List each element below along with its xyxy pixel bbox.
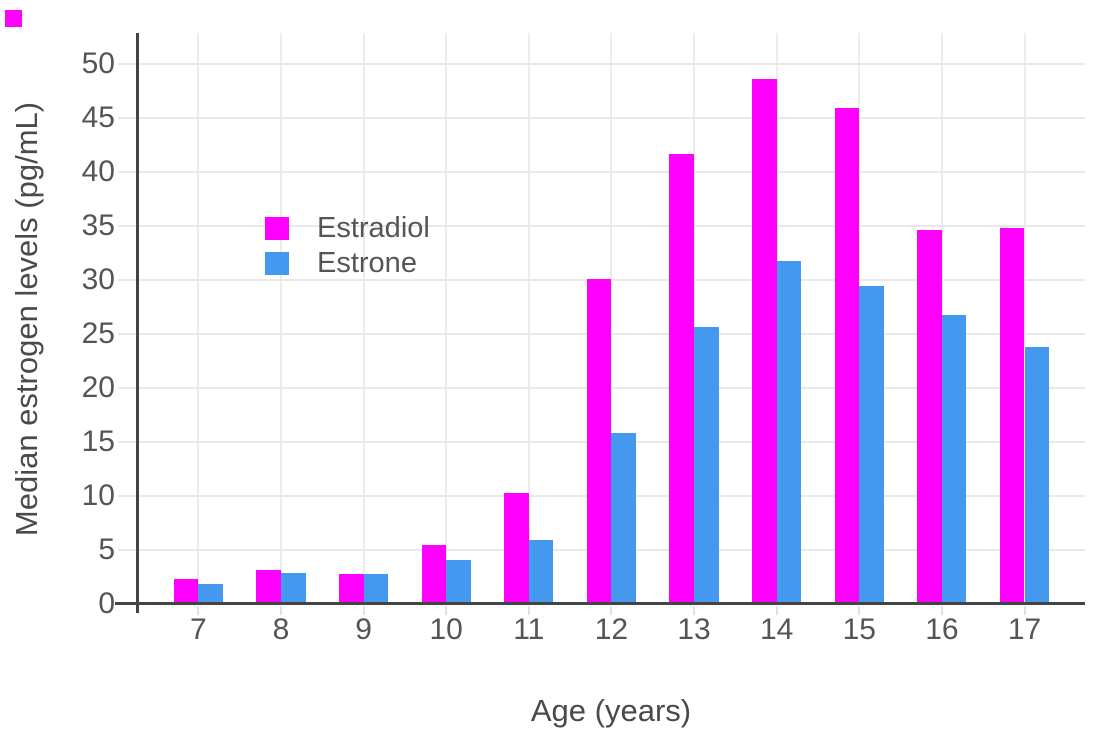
y-tick bbox=[117, 224, 138, 227]
x-tick-label: 12 bbox=[594, 613, 629, 646]
x-tick-label: 13 bbox=[677, 613, 711, 646]
bar-estrone-age-16 bbox=[941, 315, 967, 604]
h-gridline bbox=[137, 224, 1085, 227]
x-tick-label: 11 bbox=[513, 613, 545, 646]
x-tick bbox=[610, 605, 613, 615]
h-gridline bbox=[137, 116, 1085, 119]
y-tick-label: 50 bbox=[81, 47, 115, 80]
bar-estrone-age-10 bbox=[446, 560, 471, 604]
x-tick bbox=[527, 605, 530, 615]
bar-estradiol-age-10 bbox=[421, 545, 447, 604]
bar-estradiol-age-14 bbox=[752, 79, 777, 604]
x-tick bbox=[775, 605, 778, 615]
y-tick bbox=[117, 332, 138, 335]
corner-artifact-square bbox=[5, 10, 22, 27]
bar-estrone-age-9 bbox=[363, 574, 389, 604]
x-axis-title: Age (years) bbox=[530, 693, 692, 728]
y-tick bbox=[117, 548, 138, 551]
x-tick-label: 9 bbox=[355, 613, 372, 646]
chart-legend: Estradiol Estrone bbox=[265, 212, 430, 284]
bar-estradiol-age-12 bbox=[586, 278, 612, 604]
bar-estradiol-age-7 bbox=[173, 578, 199, 604]
x-tick-label: 14 bbox=[759, 613, 794, 646]
x-tick-label: 10 bbox=[429, 613, 463, 646]
y-axis-line bbox=[136, 33, 139, 613]
y-tick-label: 40 bbox=[81, 154, 115, 188]
bar-estrone-age-17 bbox=[1024, 346, 1050, 604]
bar-estrone-age-12 bbox=[611, 433, 636, 604]
estradiol-swatch-icon bbox=[265, 217, 289, 240]
v-gridline bbox=[610, 33, 613, 604]
y-axis-title: Median estrogen levels (pg/mL) bbox=[9, 101, 44, 537]
bar-estradiol-age-8 bbox=[256, 570, 281, 604]
y-tick-label: 15 bbox=[81, 424, 115, 458]
v-gridline bbox=[527, 33, 530, 604]
y-tick-label: 5 bbox=[98, 532, 115, 566]
legend-label-estrone: Estrone bbox=[317, 247, 417, 279]
y-tick bbox=[117, 278, 138, 281]
bar-estradiol-age-15 bbox=[834, 108, 860, 604]
y-tick-label: 20 bbox=[81, 370, 115, 404]
legend-item-estrone[interactable]: Estrone bbox=[265, 247, 430, 279]
h-gridline bbox=[137, 170, 1085, 173]
v-gridline bbox=[1023, 33, 1026, 604]
v-gridline bbox=[197, 33, 200, 604]
x-tick bbox=[693, 605, 696, 615]
x-tick bbox=[1023, 605, 1026, 615]
x-tick-label: 15 bbox=[842, 613, 876, 646]
y-tick-label: 0 bbox=[98, 586, 115, 620]
bar-estrone-age-7 bbox=[198, 584, 223, 604]
bar-estrone-age-11 bbox=[528, 539, 554, 604]
v-gridline bbox=[362, 33, 365, 604]
x-tick-label: 7 bbox=[189, 613, 207, 646]
x-tick bbox=[279, 605, 282, 615]
bar-estrone-age-15 bbox=[859, 286, 884, 604]
estrone-swatch-icon bbox=[265, 252, 289, 275]
x-tick bbox=[940, 605, 943, 615]
bar-estrone-age-8 bbox=[280, 573, 306, 604]
y-tick bbox=[117, 63, 138, 65]
x-axis-line bbox=[115, 602, 1085, 605]
x-tick-label: 16 bbox=[925, 613, 959, 646]
y-tick-label: 25 bbox=[81, 316, 115, 350]
y-tick-label: 10 bbox=[81, 478, 115, 512]
y-tick-label: 35 bbox=[81, 208, 115, 242]
x-tick bbox=[197, 605, 200, 615]
bar-estradiol-age-9 bbox=[338, 574, 364, 604]
bar-estradiol-age-11 bbox=[504, 493, 529, 604]
x-tick bbox=[362, 605, 365, 615]
bar-estradiol-age-16 bbox=[917, 230, 942, 604]
y-tick-label: 45 bbox=[81, 100, 115, 134]
y-tick bbox=[117, 116, 138, 119]
bar-estradiol-age-13 bbox=[669, 153, 694, 604]
h-gridline bbox=[137, 63, 1085, 65]
y-tick bbox=[117, 494, 138, 497]
v-gridline bbox=[279, 33, 282, 604]
y-tick bbox=[117, 386, 138, 389]
x-tick bbox=[858, 605, 861, 615]
legend-label-estradiol: Estradiol bbox=[317, 212, 430, 244]
bar-estradiol-age-17 bbox=[999, 228, 1025, 604]
v-gridline bbox=[693, 33, 696, 604]
x-tick-label: 17 bbox=[1007, 613, 1042, 646]
bar-estrone-age-13 bbox=[694, 327, 719, 604]
y-tick bbox=[117, 170, 138, 173]
x-tick-label: 8 bbox=[272, 613, 290, 646]
v-gridline bbox=[445, 33, 448, 604]
legend-item-estradiol[interactable]: Estradiol bbox=[265, 212, 430, 244]
y-tick bbox=[117, 440, 138, 443]
bar-estrone-age-14 bbox=[776, 261, 802, 604]
x-tick bbox=[445, 605, 448, 615]
y-tick-label: 30 bbox=[81, 262, 115, 296]
